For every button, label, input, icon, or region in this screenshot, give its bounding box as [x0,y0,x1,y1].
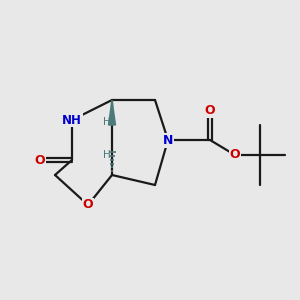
Text: O: O [35,154,45,166]
Text: O: O [205,103,215,116]
Text: O: O [230,148,240,161]
Text: O: O [83,199,93,212]
Text: H: H [103,117,111,127]
Text: NH: NH [62,113,82,127]
Text: N: N [163,134,173,146]
Text: H: H [103,150,111,160]
Polygon shape [109,100,116,125]
